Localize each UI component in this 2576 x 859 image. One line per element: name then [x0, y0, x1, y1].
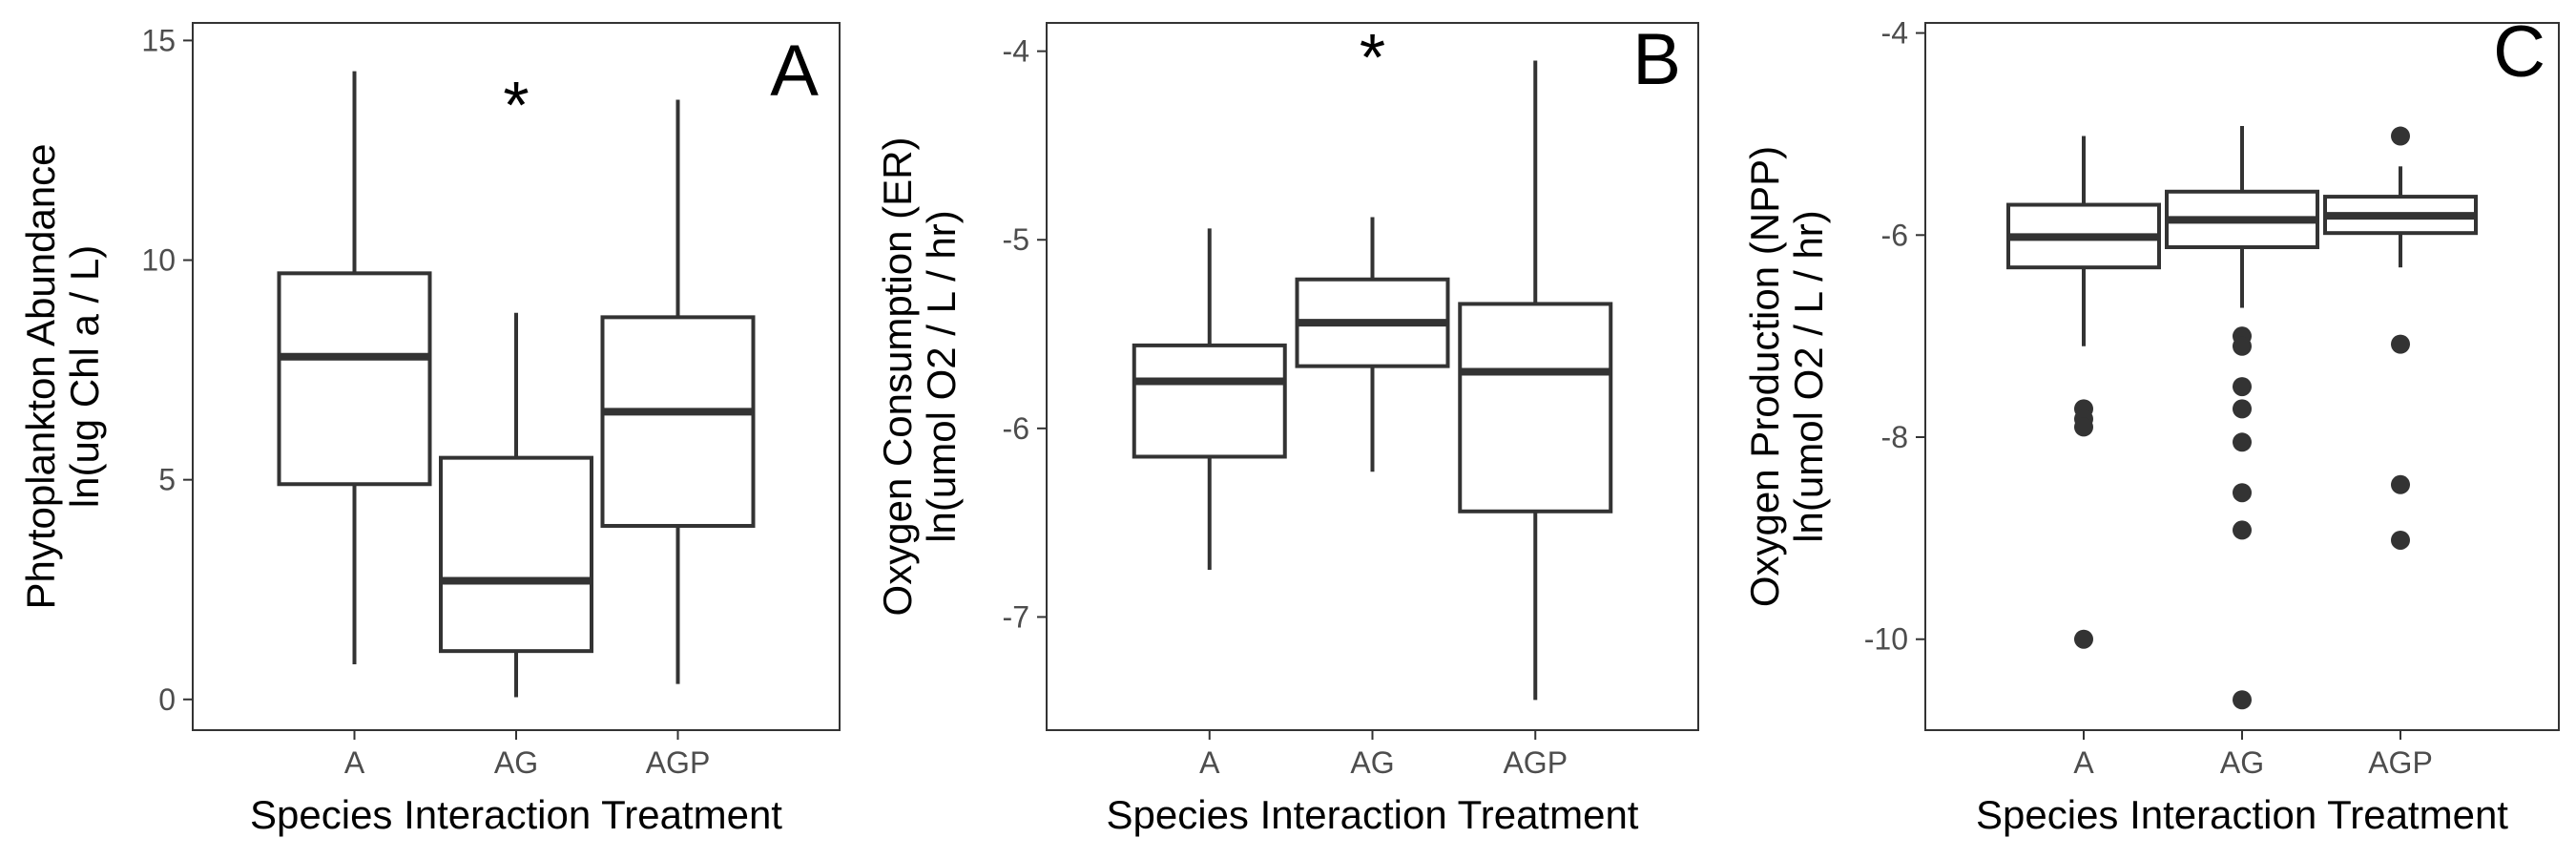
panel-c-xlabel: Species Interaction Treatment [1976, 792, 2508, 837]
panel-c-outlier-point [2391, 126, 2410, 146]
panel-c-outlier-point [2391, 334, 2410, 354]
panel-c-ytick-label: -8 [1881, 420, 1908, 454]
panel-a-box-a [277, 271, 432, 487]
panel-c-outlier-point [2233, 690, 2252, 710]
panel-c-outlier-point [2233, 377, 2252, 397]
panel-c-xtick-label: A [2073, 745, 2094, 780]
panel-c-xtick-label: AG [2220, 745, 2264, 780]
panel-a-xtick-label: AGP [646, 745, 711, 780]
panel-c-ytick-label: -6 [1881, 218, 1908, 252]
panel-b-ytick-label: -7 [1003, 599, 1029, 634]
panel-c-ylabel-line: ln(umol O2 / L / hr) [1786, 210, 1831, 543]
panel-c-outlier-point [2074, 629, 2093, 649]
panel-a-ytick-label: 5 [158, 463, 176, 497]
panel-b-ytick-label: -5 [1003, 222, 1029, 257]
panel-b-letter: B [1632, 19, 1681, 100]
panel-b-significance-star: * [1360, 20, 1385, 94]
panel-c-outlier-point [2233, 336, 2252, 356]
panel-a-xtick-label: A [344, 745, 365, 780]
panel-c-outlier-point [2391, 474, 2410, 494]
panel-b-ylabel-line: Oxygen Consumption (ER) [875, 137, 920, 617]
panel-b-box-a [1132, 343, 1287, 459]
panel-b-ytick-label: -6 [1003, 411, 1029, 446]
panel-c-outlier-point [2233, 432, 2252, 452]
panel-a-ylabel-line: ln(ug Chl a / L) [62, 245, 107, 508]
panel-a-significance-star: * [503, 68, 529, 142]
panel-c-letter: C [2493, 11, 2545, 93]
panel-c-outlier-point [2074, 417, 2093, 437]
panel-a-box-ag [439, 455, 593, 654]
panel-c-ylabel-line: Oxygen Production (NPP) [1742, 146, 1787, 607]
panel-b-ytick-label: -4 [1003, 34, 1029, 69]
panel-b-xlabel: Species Interaction Treatment [1107, 792, 1639, 837]
panel-c-ytick-label: -10 [1864, 622, 1908, 657]
panel-c-outlier-point [2233, 483, 2252, 503]
panel-c-ytick-label: -4 [1881, 16, 1908, 51]
panel-b-xtick-label: AG [1350, 745, 1394, 780]
panel-a-ytick-label: 10 [141, 243, 176, 278]
panel-b-box-agp [1458, 302, 1613, 513]
panel-a-ytick-label: 0 [158, 682, 176, 717]
panel-c-outlier-point [2233, 520, 2252, 540]
panel-a-xlabel: Species Interaction Treatment [250, 792, 782, 837]
panel-a-letter: A [770, 31, 819, 112]
panel-b-ylabel-line: ln(umol O2 / L / hr) [919, 210, 964, 543]
panel-c-outlier-point [2391, 530, 2410, 550]
panel-b-xtick-label: AGP [1503, 745, 1568, 780]
panel-a-ytick-label: 15 [141, 23, 176, 57]
panel-c-outlier-point [2233, 399, 2252, 419]
panel-b-xtick-label: A [1199, 745, 1220, 780]
panel-a-ylabel-line: Phytoplankton Abundance [18, 143, 63, 609]
panel-a-xtick-label: AG [494, 745, 538, 780]
panel-a-box-agp [600, 315, 756, 528]
panel-c-xtick-label: AGP [2368, 745, 2433, 780]
